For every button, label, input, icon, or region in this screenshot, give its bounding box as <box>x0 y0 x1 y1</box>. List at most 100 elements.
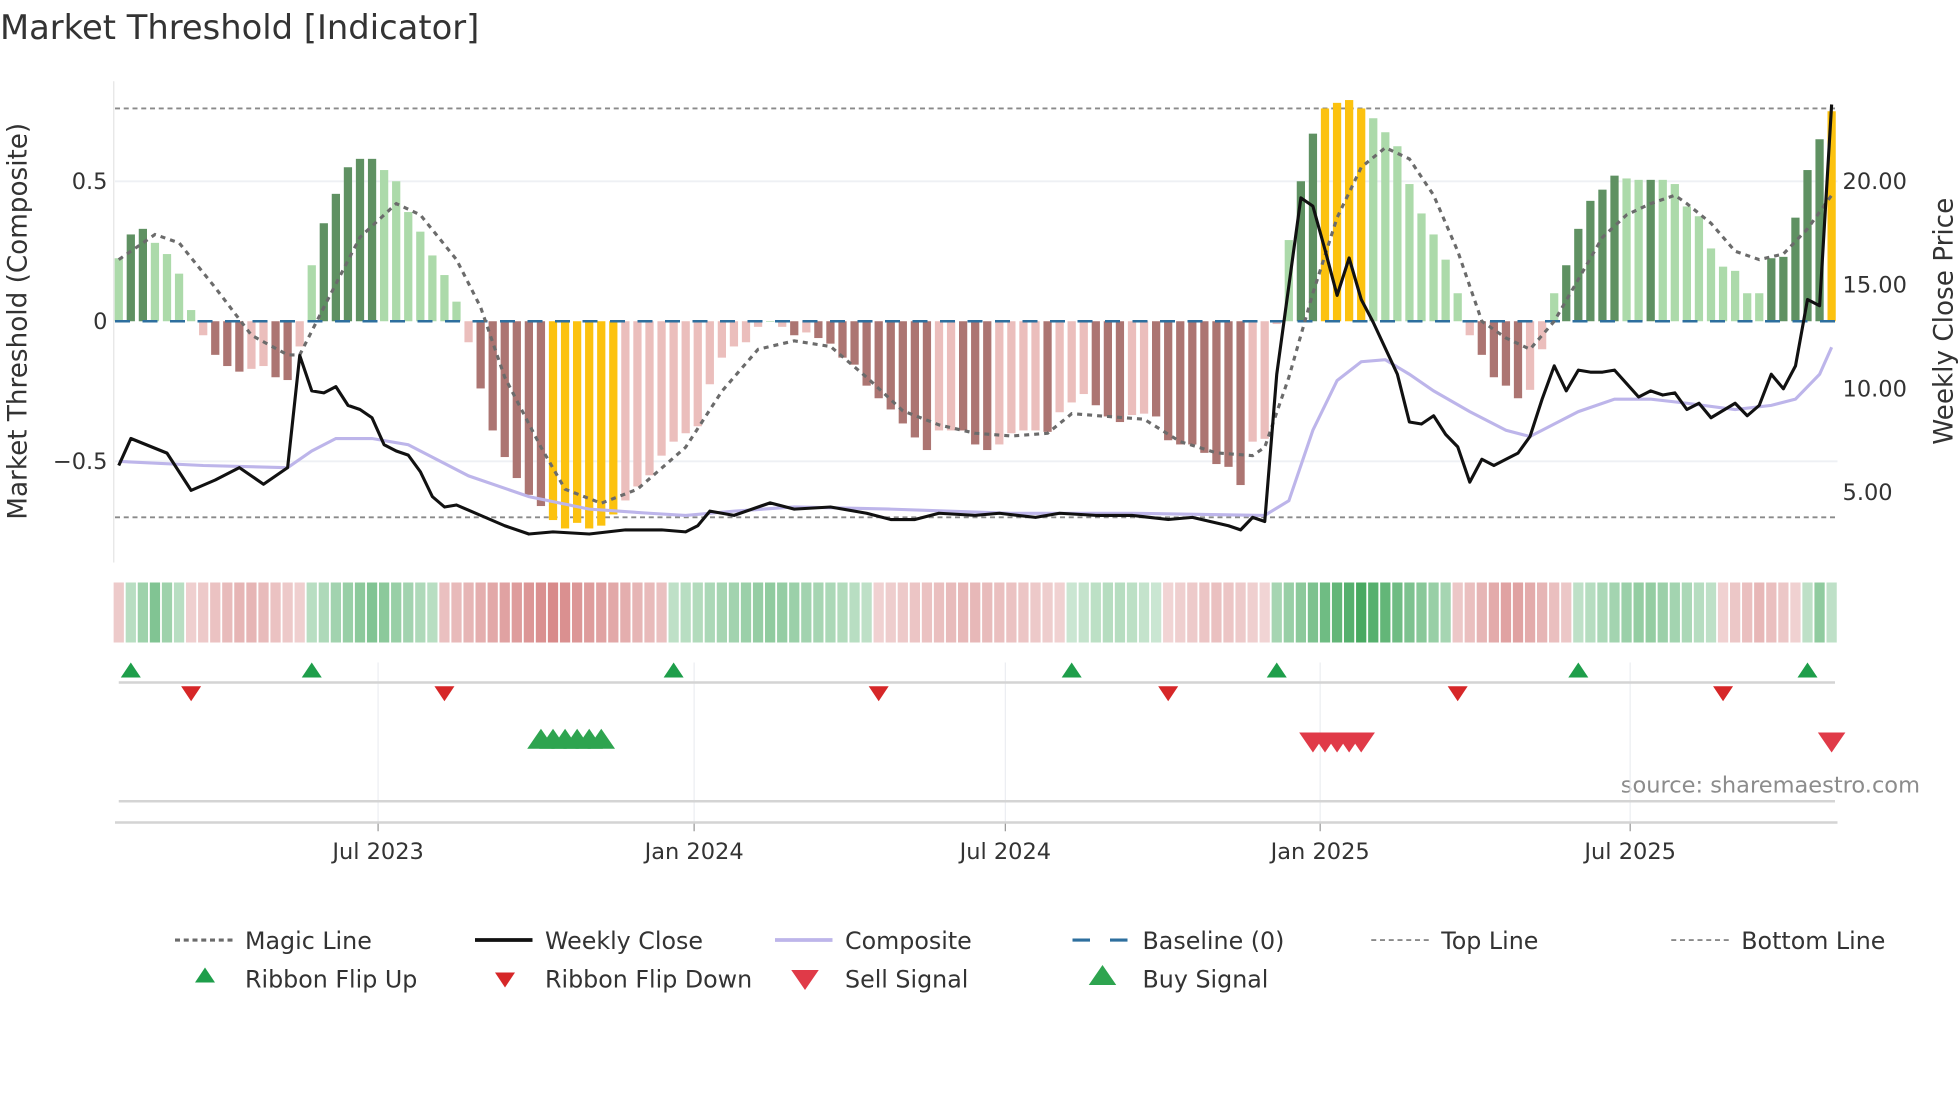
legend-label: Ribbon Flip Up <box>245 966 417 994</box>
legend-item-sell: Sell Signal <box>791 966 968 994</box>
ribbon-cell <box>342 582 354 643</box>
ribbon-cell <box>294 582 305 643</box>
ribbon-cell <box>1754 582 1765 643</box>
composite-bar <box>283 321 292 381</box>
composite-bar <box>1489 321 1498 378</box>
composite-bar <box>1694 216 1704 322</box>
x-tick-label: Jul 2024 <box>958 839 1052 865</box>
composite-bar <box>778 321 787 327</box>
ribbon-cell <box>222 582 233 643</box>
composite-bar <box>959 321 968 431</box>
ribbon-cell <box>1621 582 1632 643</box>
composite-bar <box>1803 170 1812 322</box>
composite-bar <box>609 321 618 515</box>
ribbon-cell <box>1645 582 1656 643</box>
ribbon-cell <box>1416 582 1427 643</box>
composite-bar <box>1622 178 1631 322</box>
ribbon-cell <box>1006 582 1017 643</box>
ribbon-cell <box>451 582 462 643</box>
ribbon-cell <box>596 582 607 643</box>
composite-bar <box>1670 184 1679 322</box>
composite-bar <box>1079 321 1088 395</box>
source-text: source: sharemaestro.com <box>1621 773 1920 799</box>
composite-bar <box>380 170 389 322</box>
ribbon-flip-down-marker <box>1447 686 1468 702</box>
ribbon-cell <box>1561 582 1572 643</box>
ribbon-cell <box>1392 582 1403 643</box>
composite-bar <box>1357 108 1366 322</box>
ribbon-cell <box>656 582 667 643</box>
legend-item-flipdown: Ribbon Flip Down <box>495 966 752 994</box>
ribbon-cell <box>994 582 1005 643</box>
ribbon-cell <box>391 582 402 643</box>
ribbon-cell <box>1259 582 1270 643</box>
composite-bar <box>428 255 437 322</box>
ribbon-cell <box>1175 582 1186 643</box>
ribbon-cell <box>1319 582 1331 643</box>
ribbon-cell <box>572 582 583 643</box>
composite-bar <box>681 321 690 434</box>
ribbon-cell <box>1814 582 1825 643</box>
composite-bar <box>1152 321 1161 417</box>
ribbon-cell <box>849 582 860 643</box>
legend-label: Ribbon Flip Down <box>545 966 752 994</box>
ribbon-cell <box>439 582 450 643</box>
composite-bar <box>1272 321 1281 325</box>
ribbon-cell <box>1114 582 1126 643</box>
ribbon-cell <box>1042 582 1053 643</box>
composite-bar <box>1007 321 1016 434</box>
composite-bar <box>1019 321 1028 431</box>
ribbon-cell <box>161 582 173 643</box>
ribbon-cell <box>234 582 245 643</box>
ribbon-cell <box>523 582 534 643</box>
ribbon-cell <box>1368 582 1379 643</box>
composite-bar <box>1525 321 1535 390</box>
ribbon-cell <box>1766 582 1777 643</box>
composite-bar <box>1212 321 1221 465</box>
ribbon-cell <box>1126 582 1138 643</box>
ribbon-cell <box>1054 582 1065 643</box>
composite-bar <box>440 275 449 322</box>
ribbon-cell <box>1307 582 1319 643</box>
composite-bar <box>1743 293 1752 322</box>
legend-item-close: Weekly Close <box>475 927 703 955</box>
legend-item-top: Top Line <box>1371 927 1538 955</box>
composite-bar <box>126 234 135 322</box>
weekly-close-line <box>117 104 1834 536</box>
composite-bar <box>1598 189 1607 322</box>
ribbon-cell <box>210 582 221 643</box>
composite-bar <box>753 321 763 327</box>
flip-down-legend-icon <box>495 972 515 988</box>
composite-bar <box>1393 146 1402 322</box>
composite-bar <box>814 321 823 339</box>
ribbon-flip-up-marker <box>301 662 322 678</box>
ribbon-cell <box>1705 582 1717 643</box>
ribbon-cell <box>1404 582 1415 643</box>
x-tick-label: Jan 2024 <box>643 839 744 865</box>
composite-bar <box>995 321 1004 445</box>
composite-bar <box>416 231 425 322</box>
composite-bar <box>367 158 377 322</box>
ribbon-cell <box>1344 582 1355 643</box>
composite-bar <box>548 321 558 521</box>
composite-bar <box>1103 321 1112 417</box>
ribbon-cell <box>1018 582 1029 643</box>
composite-bar <box>1477 321 1486 355</box>
composite-bar <box>1055 321 1064 413</box>
ribbon-cell <box>559 582 571 643</box>
ribbon-cell <box>270 582 281 643</box>
composite-bar <box>946 321 956 431</box>
composite-bar <box>343 167 353 322</box>
ribbon-cell <box>1102 582 1113 643</box>
ribbon-cell <box>1066 582 1077 643</box>
ribbon-cell <box>1428 582 1439 643</box>
composite-bar <box>1658 179 1667 322</box>
legend-item-composite: Composite <box>775 927 972 955</box>
ribbon-cell <box>1669 582 1680 643</box>
ribbon-flip-up-marker <box>1797 662 1818 678</box>
ribbon-cell <box>644 582 655 643</box>
ribbon-cell <box>1235 582 1246 643</box>
composite-bar <box>705 321 714 385</box>
composite-bar <box>247 321 256 369</box>
ribbon-cell <box>789 582 800 643</box>
